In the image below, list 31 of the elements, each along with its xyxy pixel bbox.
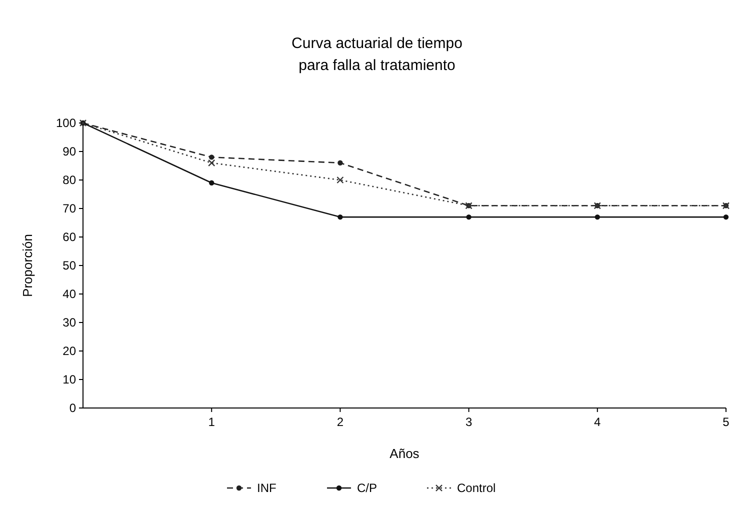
y-tick-label: 100 — [56, 116, 76, 130]
x-tick-label: 4 — [594, 415, 602, 429]
point — [209, 180, 214, 186]
y-tick-label: 10 — [62, 372, 76, 387]
y-tick-label: 30 — [62, 316, 76, 330]
y-tick-label: 50 — [62, 258, 76, 273]
point — [338, 214, 343, 220]
x-axis-title: Años — [390, 446, 420, 461]
legend-label: INF — [257, 481, 276, 496]
chart-title: Curva actuarial de tiempo para falla al tratamiento — [292, 35, 462, 74]
y-tick-label: 80 — [62, 173, 76, 188]
y-tick-label: 20 — [62, 344, 76, 358]
point — [336, 176, 344, 184]
x-tick-label: 3 — [465, 415, 472, 429]
point — [208, 159, 216, 166]
point — [466, 214, 472, 220]
y-tick-label: 90 — [62, 144, 76, 159]
x-tick-label: 5 — [722, 415, 730, 429]
legend-label: Control — [457, 481, 496, 496]
y-tick-label: 40 — [62, 287, 76, 302]
y-tick-label: 0 — [69, 401, 76, 416]
x-tick-label: 1 — [208, 415, 216, 429]
point — [594, 214, 600, 220]
y-tick-label: 60 — [62, 230, 76, 244]
legend-label: C/P — [357, 481, 378, 496]
point — [338, 160, 343, 166]
x-tick-label: 2 — [336, 415, 344, 429]
y-tick-label: 70 — [62, 202, 76, 216]
point — [209, 154, 214, 160]
y-axis-title: Proporción — [20, 234, 35, 297]
point — [723, 214, 729, 220]
